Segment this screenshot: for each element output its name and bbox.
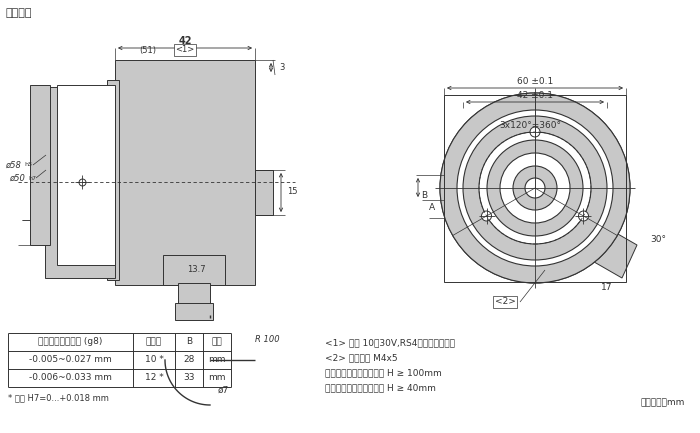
Bar: [107, 80, 119, 280]
Text: 28: 28: [183, 355, 195, 365]
Text: 17: 17: [601, 284, 612, 293]
Text: mm: mm: [209, 355, 225, 365]
Bar: [444, 95, 626, 282]
Circle shape: [578, 211, 589, 221]
Text: 尺寸单位：mm: 尺寸单位：mm: [640, 398, 685, 407]
Text: 10 *: 10 *: [145, 355, 163, 365]
Text: 3: 3: [279, 62, 284, 71]
Text: 42 ±0.1: 42 ±0.1: [517, 90, 553, 100]
Text: ø7: ø7: [218, 385, 230, 394]
Text: 42: 42: [178, 36, 192, 46]
Text: h8: h8: [24, 162, 32, 168]
Text: 13.7: 13.7: [187, 265, 205, 275]
Text: B: B: [186, 337, 192, 346]
Text: R 100: R 100: [255, 336, 279, 345]
Bar: [178, 283, 210, 305]
Circle shape: [500, 153, 570, 223]
Circle shape: [479, 132, 591, 244]
Text: 固定安装，电缆弯曲半径 H ≥ 40mm: 固定安装，电缆弯曲半径 H ≥ 40mm: [325, 383, 436, 392]
Circle shape: [440, 93, 630, 283]
Circle shape: [457, 110, 613, 266]
Text: 弹性安装，电缆弯曲半径 H ≥ 100mm: 弹性安装，电缆弯曲半径 H ≥ 100mm: [325, 368, 442, 377]
Text: <1> 直流 10～30V,RS4系列支架的数值: <1> 直流 10～30V,RS4系列支架的数值: [325, 338, 455, 347]
Text: * 公差 H7=0...+0.018 mm: * 公差 H7=0...+0.018 mm: [8, 393, 109, 402]
Polygon shape: [582, 222, 637, 278]
Text: 空心轴: 空心轴: [146, 337, 162, 346]
Bar: [45, 87, 115, 278]
Circle shape: [440, 93, 630, 283]
Text: -0.006~0.033 mm: -0.006~0.033 mm: [29, 374, 112, 382]
Text: -0.005~0.027 mm: -0.005~0.027 mm: [29, 355, 112, 365]
Bar: [57, 85, 115, 265]
Bar: [175, 303, 213, 320]
Text: <1>: <1>: [176, 45, 195, 55]
Text: ø50: ø50: [9, 174, 25, 182]
Circle shape: [530, 127, 540, 137]
Text: A: A: [429, 204, 435, 213]
Bar: [30, 85, 50, 245]
Text: 30°: 30°: [650, 236, 666, 245]
Text: (51): (51): [139, 45, 157, 55]
Circle shape: [525, 178, 545, 198]
Bar: [115, 60, 255, 285]
Text: 同步法兰: 同步法兰: [5, 8, 32, 18]
Circle shape: [513, 166, 557, 210]
Text: ø58: ø58: [5, 161, 21, 169]
Text: 60 ±0.1: 60 ±0.1: [517, 77, 553, 85]
Text: <2>: <2>: [495, 297, 515, 307]
Circle shape: [487, 140, 583, 236]
Text: 15: 15: [287, 187, 298, 197]
Text: h7: h7: [28, 175, 36, 181]
Circle shape: [482, 211, 491, 221]
Text: 单位: 单位: [211, 337, 223, 346]
Text: <2> 安装螺钉 M4x5: <2> 安装螺钉 M4x5: [325, 353, 398, 362]
Bar: [163, 255, 225, 285]
Text: 12 *: 12 *: [145, 374, 163, 382]
Text: B: B: [421, 191, 427, 200]
Bar: [255, 170, 273, 215]
Text: 安装轴的尺寸要求 (g8): 安装轴的尺寸要求 (g8): [38, 337, 103, 346]
Text: 3x120°=360°: 3x120°=360°: [499, 122, 561, 130]
Text: 33: 33: [183, 374, 195, 382]
Text: mm: mm: [209, 374, 225, 382]
Circle shape: [463, 116, 607, 260]
